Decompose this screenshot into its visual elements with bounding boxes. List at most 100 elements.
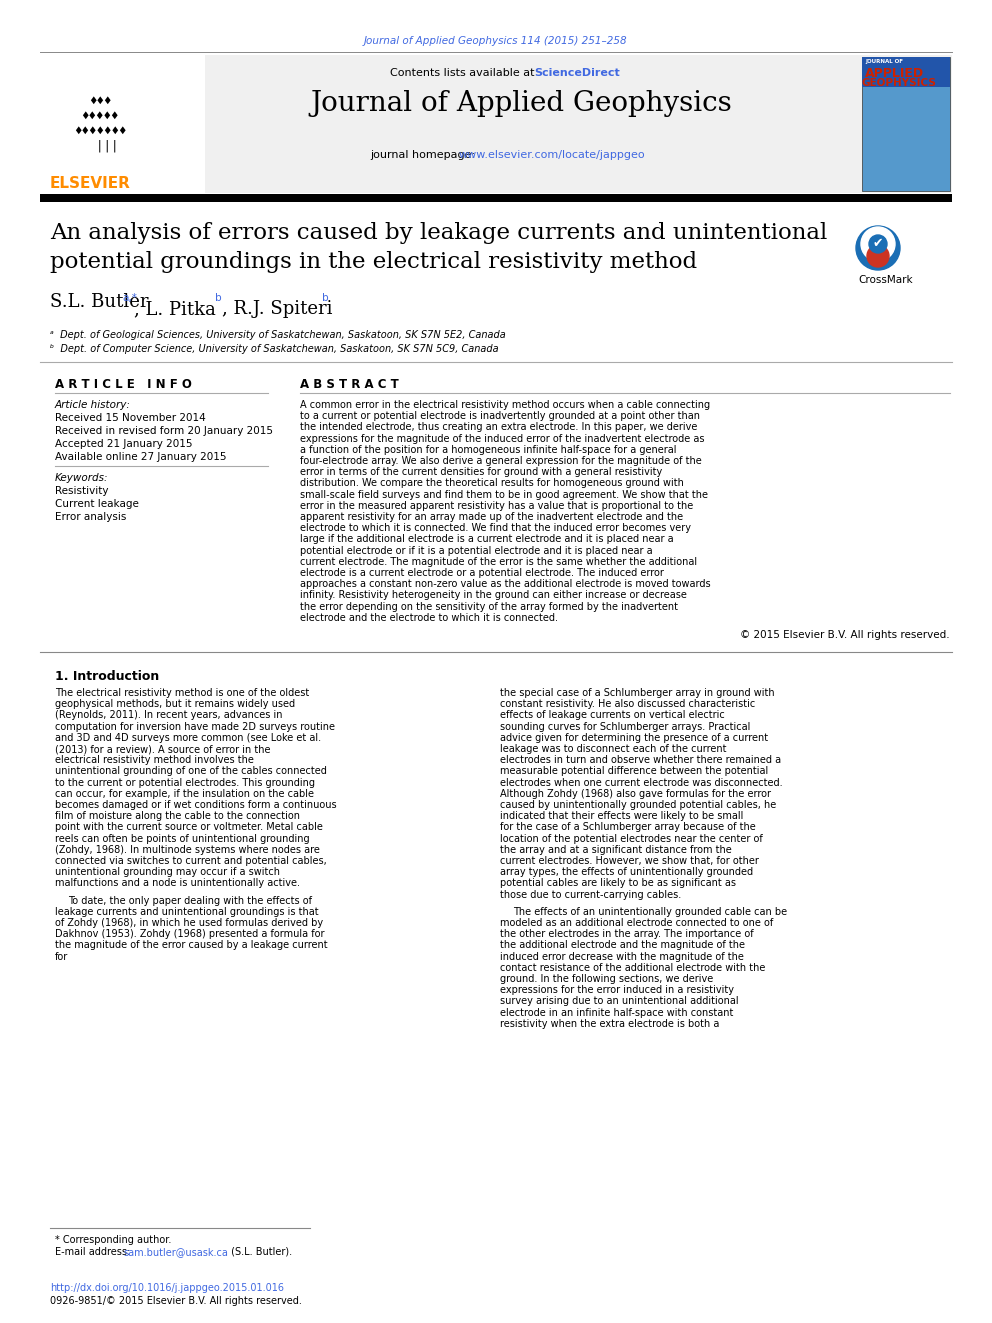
Text: potential electrode or if it is a potential electrode and it is placed near a: potential electrode or if it is a potent… bbox=[300, 545, 653, 556]
Text: b: b bbox=[215, 292, 221, 303]
Text: can occur, for example, if the insulation on the cable: can occur, for example, if the insulatio… bbox=[55, 789, 314, 799]
Text: current electrode. The magnitude of the error is the same whether the additional: current electrode. The magnitude of the … bbox=[300, 557, 697, 566]
Text: Current leakage: Current leakage bbox=[55, 499, 139, 509]
Text: Dakhnov (1953). Zohdy (1968) presented a formula for: Dakhnov (1953). Zohdy (1968) presented a… bbox=[55, 929, 324, 939]
Text: a function of the position for a homogeneous infinite half-space for a general: a function of the position for a homogen… bbox=[300, 445, 677, 455]
Text: 1. Introduction: 1. Introduction bbox=[55, 669, 160, 683]
Text: ground. In the following sections, we derive: ground. In the following sections, we de… bbox=[500, 974, 713, 984]
Text: computation for inversion have made 2D surveys routine: computation for inversion have made 2D s… bbox=[55, 721, 335, 732]
Text: electrode in an infinite half-space with constant: electrode in an infinite half-space with… bbox=[500, 1008, 733, 1017]
Text: S.L. Butler: S.L. Butler bbox=[50, 292, 149, 311]
Text: array types, the effects of unintentionally grounded: array types, the effects of unintentiona… bbox=[500, 867, 753, 877]
Text: the array and at a significant distance from the: the array and at a significant distance … bbox=[500, 845, 732, 855]
Text: APPLIED: APPLIED bbox=[865, 67, 925, 79]
Text: ᵃ  Dept. of Geological Sciences, University of Saskatchewan, Saskatoon, SK S7N 5: ᵃ Dept. of Geological Sciences, Universi… bbox=[50, 329, 506, 340]
Text: error in the measured apparent resistivity has a value that is proportional to t: error in the measured apparent resistivi… bbox=[300, 501, 693, 511]
Text: Resistivity: Resistivity bbox=[55, 486, 108, 496]
Text: and 3D and 4D surveys more common (see Loke et al.: and 3D and 4D surveys more common (see L… bbox=[55, 733, 321, 742]
Text: constant resistivity. He also discussed characteristic: constant resistivity. He also discussed … bbox=[500, 699, 755, 709]
Text: electrodes when one current electrode was disconnected.: electrodes when one current electrode wa… bbox=[500, 778, 783, 787]
Text: reels can often be points of unintentional grounding: reels can often be points of unintention… bbox=[55, 833, 310, 844]
Text: current electrodes. However, we show that, for other: current electrodes. However, we show tha… bbox=[500, 856, 759, 867]
Text: location of the potential electrodes near the center of: location of the potential electrodes nea… bbox=[500, 833, 763, 844]
Text: unintentional grounding may occur if a switch: unintentional grounding may occur if a s… bbox=[55, 867, 280, 877]
Text: Received in revised form 20 January 2015: Received in revised form 20 January 2015 bbox=[55, 426, 273, 437]
Text: the error depending on the sensitivity of the array formed by the inadvertent: the error depending on the sensitivity o… bbox=[300, 602, 678, 611]
Text: modeled as an additional electrode connected to one of: modeled as an additional electrode conne… bbox=[500, 918, 773, 927]
Text: those due to current-carrying cables.: those due to current-carrying cables. bbox=[500, 889, 682, 900]
Text: * Corresponding author.: * Corresponding author. bbox=[55, 1234, 172, 1245]
Text: resistivity when the extra electrode is both a: resistivity when the extra electrode is … bbox=[500, 1019, 719, 1029]
Text: expressions for the magnitude of the induced error of the inadvertent electrode : expressions for the magnitude of the ind… bbox=[300, 434, 704, 443]
Text: Error analysis: Error analysis bbox=[55, 512, 126, 523]
Text: 0926-9851/© 2015 Elsevier B.V. All rights reserved.: 0926-9851/© 2015 Elsevier B.V. All right… bbox=[50, 1297, 302, 1306]
Text: (S.L. Butler).: (S.L. Butler). bbox=[228, 1248, 292, 1257]
Circle shape bbox=[856, 226, 900, 270]
Text: approaches a constant non-zero value as the additional electrode is moved toward: approaches a constant non-zero value as … bbox=[300, 579, 710, 589]
Text: effects of leakage currents on vertical electric: effects of leakage currents on vertical … bbox=[500, 710, 725, 721]
Text: GEOPHYSICS: GEOPHYSICS bbox=[862, 78, 936, 89]
FancyBboxPatch shape bbox=[862, 57, 950, 87]
Text: electrodes in turn and observe whether there remained a: electrodes in turn and observe whether t… bbox=[500, 755, 781, 765]
Circle shape bbox=[867, 245, 889, 267]
Text: ♦♦♦
♦♦♦♦♦
♦♦♦♦♦♦♦
  |||: ♦♦♦ ♦♦♦♦♦ ♦♦♦♦♦♦♦ ||| bbox=[73, 95, 126, 153]
Text: electrode and the electrode to which it is connected.: electrode and the electrode to which it … bbox=[300, 613, 558, 623]
Text: sam.butler@usask.ca: sam.butler@usask.ca bbox=[123, 1248, 228, 1257]
Text: point with the current source or voltmeter. Metal cable: point with the current source or voltmet… bbox=[55, 823, 322, 832]
Text: Journal of Applied Geophysics: Journal of Applied Geophysics bbox=[310, 90, 732, 116]
Text: ᵇ  Dept. of Computer Science, University of Saskatchewan, Saskatoon, SK S7N 5C9,: ᵇ Dept. of Computer Science, University … bbox=[50, 344, 499, 355]
Text: for the case of a Schlumberger array because of the: for the case of a Schlumberger array bec… bbox=[500, 823, 756, 832]
Text: ✔: ✔ bbox=[873, 238, 883, 250]
Text: , R.J. Spiteri: , R.J. Spiteri bbox=[222, 300, 332, 318]
FancyBboxPatch shape bbox=[40, 56, 205, 193]
FancyBboxPatch shape bbox=[40, 56, 952, 193]
Text: leakage currents and unintentional groundings is that: leakage currents and unintentional groun… bbox=[55, 906, 318, 917]
Text: expressions for the error induced in a resistivity: expressions for the error induced in a r… bbox=[500, 986, 734, 995]
Text: E-mail address:: E-mail address: bbox=[55, 1248, 133, 1257]
Text: four-electrode array. We also derive a general expression for the magnitude of t: four-electrode array. We also derive a g… bbox=[300, 456, 701, 466]
Text: a,*: a,* bbox=[122, 292, 137, 303]
Text: large if the additional electrode is a current electrode and it is placed near a: large if the additional electrode is a c… bbox=[300, 534, 674, 544]
Text: electrode is a current electrode or a potential electrode. The induced error: electrode is a current electrode or a po… bbox=[300, 568, 664, 578]
Text: sounding curves for Schlumberger arrays. Practical: sounding curves for Schlumberger arrays.… bbox=[500, 721, 750, 732]
Circle shape bbox=[869, 235, 887, 253]
Text: to a current or potential electrode is inadvertently grounded at a point other t: to a current or potential electrode is i… bbox=[300, 411, 700, 421]
Text: A common error in the electrical resistivity method occurs when a cable connecti: A common error in the electrical resisti… bbox=[300, 400, 710, 410]
Text: journal homepage:: journal homepage: bbox=[370, 149, 478, 160]
Text: ELSEVIER: ELSEVIER bbox=[50, 176, 131, 191]
Text: (2013) for a review). A source of error in the: (2013) for a review). A source of error … bbox=[55, 744, 271, 754]
Text: of Zohdy (1968), in which he used formulas derived by: of Zohdy (1968), in which he used formul… bbox=[55, 918, 323, 927]
Text: small-scale field surveys and find them to be in good agreement. We show that th: small-scale field surveys and find them … bbox=[300, 490, 708, 500]
Text: distribution. We compare the theoretical results for homogeneous ground with: distribution. We compare the theoretical… bbox=[300, 479, 683, 488]
Text: the magnitude of the error caused by a leakage current: the magnitude of the error caused by a l… bbox=[55, 941, 327, 950]
Text: electrode to which it is connected. We find that the induced error becomes very: electrode to which it is connected. We f… bbox=[300, 523, 691, 533]
Text: Received 15 November 2014: Received 15 November 2014 bbox=[55, 413, 205, 423]
Text: to the current or potential electrodes. This grounding: to the current or potential electrodes. … bbox=[55, 778, 315, 787]
Text: the intended electrode, thus creating an extra electrode. In this paper, we deri: the intended electrode, thus creating an… bbox=[300, 422, 697, 433]
Text: potential groundings in the electrical resistivity method: potential groundings in the electrical r… bbox=[50, 251, 697, 273]
Text: An analysis of errors caused by leakage currents and unintentional: An analysis of errors caused by leakage … bbox=[50, 222, 827, 243]
Text: becomes damaged or if wet conditions form a continuous: becomes damaged or if wet conditions for… bbox=[55, 800, 336, 810]
Text: JOURNAL OF: JOURNAL OF bbox=[865, 60, 903, 64]
Text: potential cables are likely to be as significant as: potential cables are likely to be as sig… bbox=[500, 878, 736, 889]
Text: contact resistance of the additional electrode with the: contact resistance of the additional ele… bbox=[500, 963, 766, 972]
Text: indicated that their effects were likely to be small: indicated that their effects were likely… bbox=[500, 811, 743, 822]
Text: Although Zohdy (1968) also gave formulas for the error: Although Zohdy (1968) also gave formulas… bbox=[500, 789, 771, 799]
Text: error in terms of the current densities for ground with a general resistivity: error in terms of the current densities … bbox=[300, 467, 663, 478]
Text: (Zohdy, 1968). In multinode systems where nodes are: (Zohdy, 1968). In multinode systems wher… bbox=[55, 845, 319, 855]
Text: induced error decrease with the magnitude of the: induced error decrease with the magnitud… bbox=[500, 951, 744, 962]
Text: (Reynolds, 2011). In recent years, advances in: (Reynolds, 2011). In recent years, advan… bbox=[55, 710, 283, 721]
Text: The electrical resistivity method is one of the oldest: The electrical resistivity method is one… bbox=[55, 688, 310, 699]
Text: A R T I C L E   I N F O: A R T I C L E I N F O bbox=[55, 378, 191, 392]
FancyBboxPatch shape bbox=[40, 194, 952, 202]
Text: geophysical methods, but it remains widely used: geophysical methods, but it remains wide… bbox=[55, 699, 296, 709]
Text: Available online 27 January 2015: Available online 27 January 2015 bbox=[55, 452, 226, 462]
Text: leakage was to disconnect each of the current: leakage was to disconnect each of the cu… bbox=[500, 744, 726, 754]
Text: b: b bbox=[322, 292, 328, 303]
Text: electrical resistivity method involves the: electrical resistivity method involves t… bbox=[55, 755, 254, 765]
Circle shape bbox=[861, 228, 895, 261]
Text: advice given for determining the presence of a current: advice given for determining the presenc… bbox=[500, 733, 768, 742]
Text: malfunctions and a node is unintentionally active.: malfunctions and a node is unintentional… bbox=[55, 878, 300, 889]
Text: the other electrodes in the array. The importance of: the other electrodes in the array. The i… bbox=[500, 929, 754, 939]
Text: the special case of a Schlumberger array in ground with: the special case of a Schlumberger array… bbox=[500, 688, 775, 699]
